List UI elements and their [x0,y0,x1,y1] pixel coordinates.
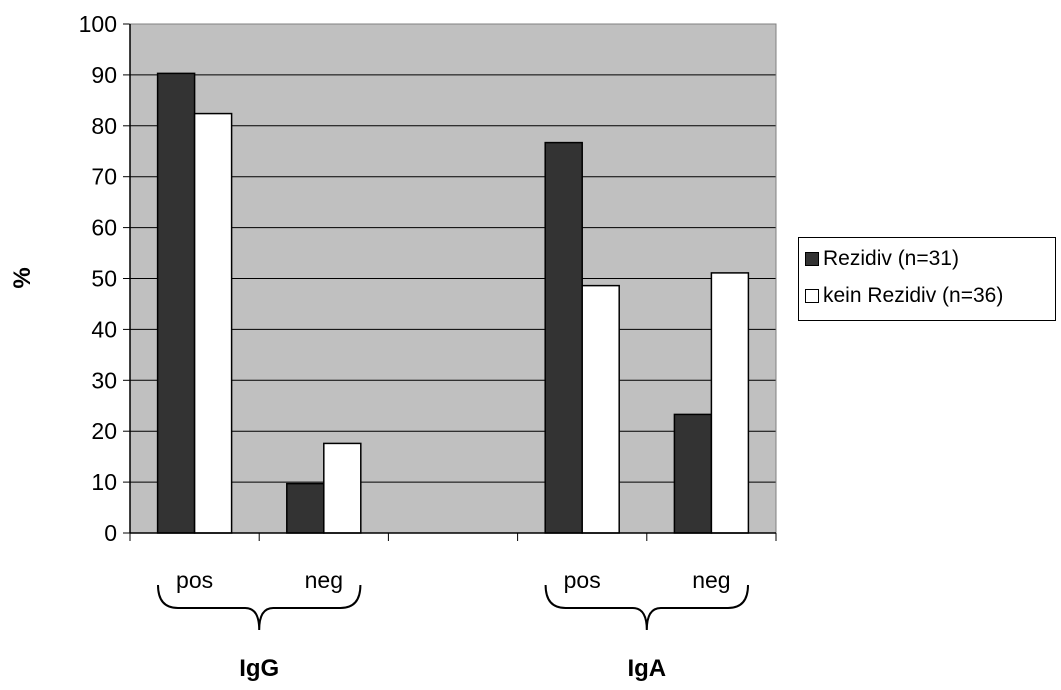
y-axis-label: % [9,267,36,288]
bar-kein-rezidiv [710,272,750,534]
bar-kein-rezidiv [581,284,620,534]
group-label: IgG [239,655,279,682]
legend: Rezidiv (n=31) kein Rezidiv (n=36) [798,237,1056,321]
y-tick-label: 10 [91,469,117,495]
legend-item-rezidiv: Rezidiv (n=31) [805,247,959,271]
group-brace [544,584,749,631]
x-tick-label: neg [692,567,730,593]
y-tick-label: 60 [91,215,117,241]
x-tick-label: neg [305,567,343,593]
y-tick-label: 20 [91,418,117,444]
x-tick-label: pos [564,567,601,593]
y-tick-label: 0 [104,520,117,546]
bar-kein-rezidiv [193,112,233,534]
group-brace [157,584,362,631]
y-tick-label: 40 [91,316,117,342]
bar-rezidiv [156,72,196,534]
y-tick-label: 30 [91,367,117,393]
legend-item-kein-rezidiv: kein Rezidiv (n=36) [805,284,1003,308]
x-tick-label: pos [176,567,213,593]
group-label: IgA [627,655,666,682]
bar-rezidiv [544,141,583,534]
bar-rezidiv [286,482,325,534]
y-tick-label: 70 [91,164,117,190]
y-tick-label: 100 [79,11,117,37]
legend-label-rezidiv: Rezidiv (n=31) [823,247,959,270]
legend-label-kein-rezidiv: kein Rezidiv (n=36) [823,284,1004,307]
bar-rezidiv [673,413,713,534]
y-tick-label: 80 [91,113,117,139]
legend-swatch-kein-rezidiv [805,289,819,303]
legend-swatch-rezidiv [805,252,819,266]
bar-kein-rezidiv [323,442,362,534]
y-tick-label: 50 [91,266,117,292]
y-tick-label: 90 [91,62,117,88]
